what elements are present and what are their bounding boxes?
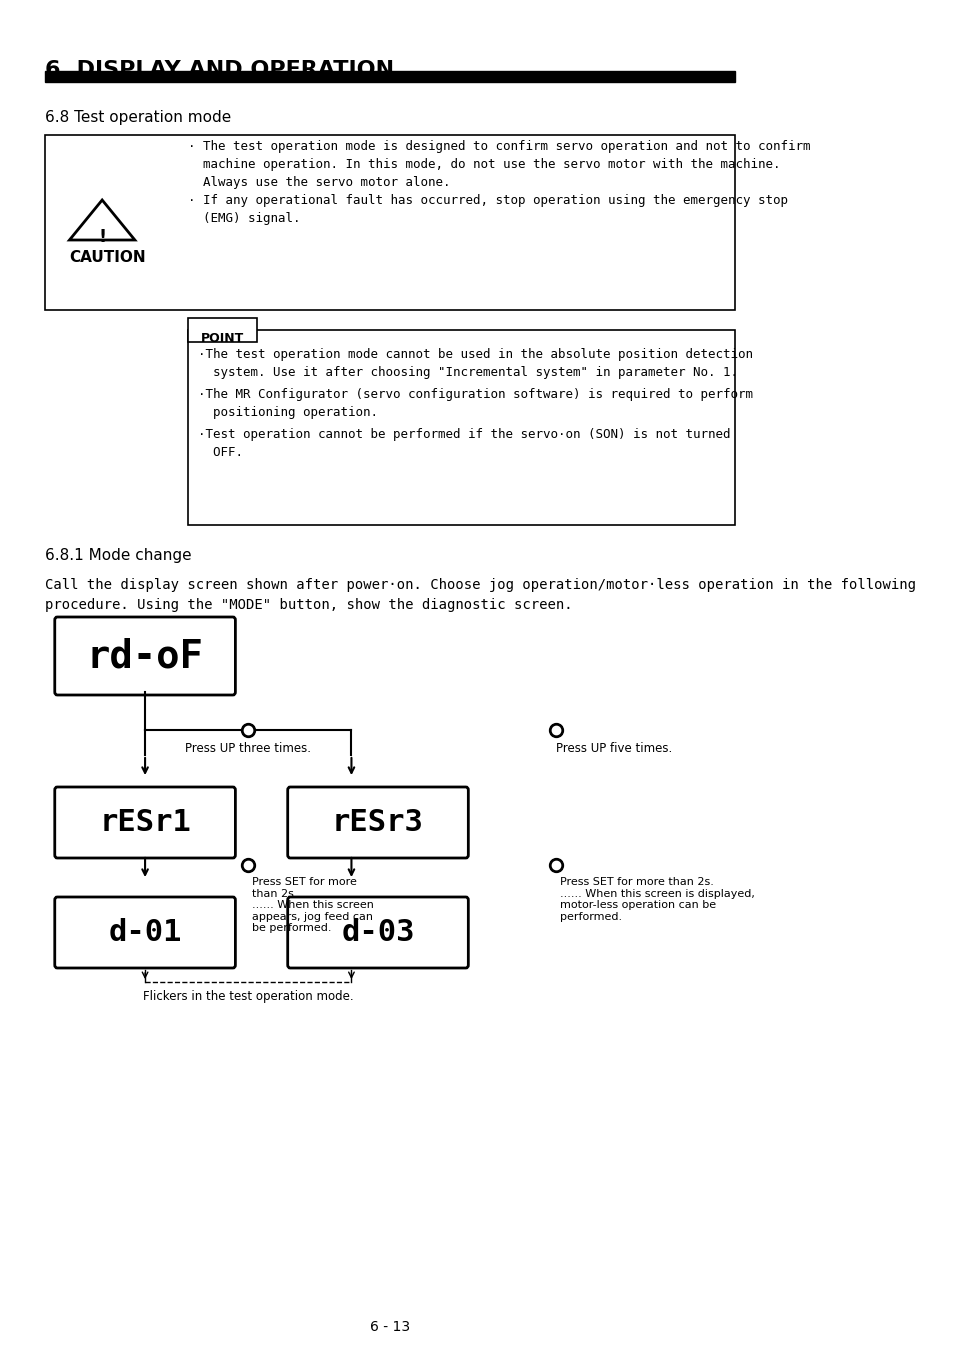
FancyBboxPatch shape: [288, 787, 468, 859]
Text: d-03: d-03: [341, 918, 415, 946]
Bar: [188, 329, 734, 525]
Text: system. Use it after choosing "Incremental system" in parameter No. 1.: system. Use it after choosing "Increment…: [197, 366, 737, 379]
Text: Flickers in the test operation mode.: Flickers in the test operation mode.: [143, 990, 354, 1003]
FancyBboxPatch shape: [54, 787, 235, 859]
Text: rESr3: rESr3: [332, 809, 423, 837]
Bar: [45, 72, 734, 82]
Text: 6.8.1 Mode change: 6.8.1 Mode change: [45, 548, 192, 563]
Text: · If any operational fault has occurred, stop operation using the emergency stop: · If any operational fault has occurred,…: [188, 194, 787, 207]
Text: machine operation. In this mode, do not use the servo motor with the machine.: machine operation. In this mode, do not …: [188, 158, 780, 171]
Bar: [188, 319, 257, 342]
Text: ·The MR Configurator (servo configuration software) is required to perform: ·The MR Configurator (servo configuratio…: [197, 387, 752, 401]
Text: 6.8 Test operation mode: 6.8 Test operation mode: [45, 109, 231, 126]
Text: Press SET for more than 2s.
...... When this screen is displayed,
motor-less ope: Press SET for more than 2s. ...... When …: [559, 878, 754, 922]
Text: Press SET for more
than 2s.
...... When this screen
appears, jog feed can
be per: Press SET for more than 2s. ...... When …: [253, 878, 374, 933]
FancyBboxPatch shape: [54, 617, 235, 695]
Text: rESr1: rESr1: [99, 809, 191, 837]
Text: POINT: POINT: [200, 332, 244, 346]
Text: Press UP three times.: Press UP three times.: [185, 743, 311, 755]
Text: !: !: [98, 228, 106, 246]
Text: 6. DISPLAY AND OPERATION: 6. DISPLAY AND OPERATION: [45, 59, 394, 80]
Text: CAUTION: CAUTION: [70, 250, 146, 265]
Text: OFF.: OFF.: [197, 446, 242, 459]
Text: Call the display screen shown after power·on. Choose jog operation/motor·less op: Call the display screen shown after powe…: [45, 578, 915, 593]
FancyBboxPatch shape: [288, 896, 468, 968]
Bar: [45, 135, 734, 310]
Text: positioning operation.: positioning operation.: [197, 406, 377, 418]
Text: rd-oF: rd-oF: [87, 637, 203, 675]
Text: · The test operation mode is designed to confirm servo operation and not to conf: · The test operation mode is designed to…: [188, 140, 810, 153]
Text: d-01: d-01: [109, 918, 182, 946]
Text: (EMG) signal.: (EMG) signal.: [188, 212, 300, 225]
Text: 6 - 13: 6 - 13: [370, 1320, 410, 1334]
FancyBboxPatch shape: [54, 896, 235, 968]
Text: Press UP five times.: Press UP five times.: [556, 743, 671, 755]
Text: ·The test operation mode cannot be used in the absolute position detection: ·The test operation mode cannot be used …: [197, 348, 752, 360]
Text: Always use the servo motor alone.: Always use the servo motor alone.: [188, 176, 450, 189]
Text: ·Test operation cannot be performed if the servo·on (SON) is not turned: ·Test operation cannot be performed if t…: [197, 428, 730, 441]
Text: procedure. Using the "MODE" button, show the diagnostic screen.: procedure. Using the "MODE" button, show…: [45, 598, 572, 612]
